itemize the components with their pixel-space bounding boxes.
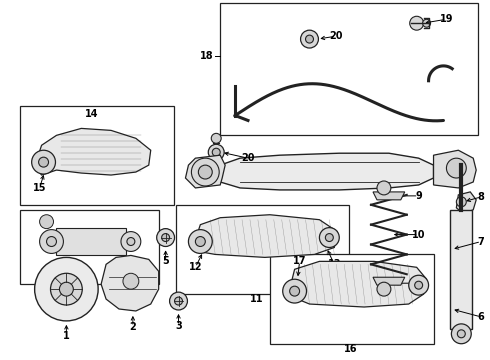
Circle shape	[306, 35, 314, 43]
Circle shape	[208, 144, 224, 160]
Circle shape	[410, 16, 424, 30]
Text: 18: 18	[199, 51, 213, 61]
Circle shape	[409, 275, 429, 295]
Circle shape	[40, 215, 53, 229]
Text: 1: 1	[63, 331, 70, 341]
Polygon shape	[434, 150, 476, 188]
Text: 2: 2	[129, 322, 136, 332]
Circle shape	[422, 19, 431, 27]
Circle shape	[189, 230, 212, 253]
Bar	[270, 255, 434, 344]
Circle shape	[157, 229, 174, 247]
Polygon shape	[290, 261, 427, 307]
Bar	[20, 105, 173, 205]
Polygon shape	[373, 192, 405, 200]
Text: 17: 17	[293, 256, 306, 266]
Text: 12: 12	[189, 262, 202, 272]
Text: 6: 6	[478, 312, 485, 322]
Polygon shape	[456, 192, 476, 214]
Bar	[20, 210, 159, 284]
Circle shape	[325, 234, 333, 242]
Circle shape	[192, 158, 219, 186]
Bar	[56, 228, 126, 255]
Text: 10: 10	[412, 230, 425, 239]
Text: 16: 16	[344, 344, 358, 354]
Text: 3: 3	[175, 321, 182, 331]
Circle shape	[174, 297, 182, 305]
Circle shape	[32, 150, 55, 174]
Circle shape	[40, 230, 63, 253]
Circle shape	[123, 273, 139, 289]
Text: 20: 20	[241, 153, 255, 163]
Circle shape	[59, 282, 74, 296]
Circle shape	[47, 237, 56, 247]
Text: 9: 9	[415, 278, 422, 288]
Circle shape	[39, 157, 49, 167]
Circle shape	[211, 133, 221, 143]
Circle shape	[456, 197, 466, 207]
Circle shape	[319, 228, 339, 247]
Circle shape	[283, 279, 307, 303]
Circle shape	[377, 181, 391, 195]
Polygon shape	[196, 215, 337, 257]
Circle shape	[451, 324, 471, 344]
Circle shape	[50, 273, 82, 305]
Polygon shape	[220, 153, 434, 190]
Text: 15: 15	[33, 183, 47, 193]
Circle shape	[457, 330, 465, 338]
Circle shape	[212, 148, 220, 156]
Circle shape	[121, 231, 141, 251]
Circle shape	[290, 286, 299, 296]
Text: 5: 5	[162, 256, 169, 266]
Circle shape	[415, 281, 422, 289]
Text: 19: 19	[440, 14, 453, 24]
Bar	[175, 205, 349, 294]
Polygon shape	[37, 129, 151, 175]
Circle shape	[162, 234, 170, 242]
Text: 20: 20	[330, 31, 343, 41]
Polygon shape	[373, 277, 405, 285]
Text: 11: 11	[250, 294, 264, 304]
Circle shape	[170, 292, 188, 310]
Text: 13: 13	[327, 259, 341, 269]
Text: 9: 9	[415, 191, 422, 201]
Circle shape	[196, 237, 205, 247]
Polygon shape	[185, 155, 225, 188]
Text: 14: 14	[84, 109, 98, 118]
Polygon shape	[101, 255, 159, 311]
Circle shape	[446, 158, 466, 178]
Text: 7: 7	[478, 237, 485, 247]
Circle shape	[377, 282, 391, 296]
Text: 8: 8	[478, 192, 485, 202]
Circle shape	[35, 257, 98, 321]
Circle shape	[198, 165, 212, 179]
Bar	[220, 3, 478, 135]
Circle shape	[127, 238, 135, 246]
Circle shape	[300, 30, 318, 48]
Text: 4: 4	[78, 284, 85, 294]
Bar	[450, 210, 472, 329]
